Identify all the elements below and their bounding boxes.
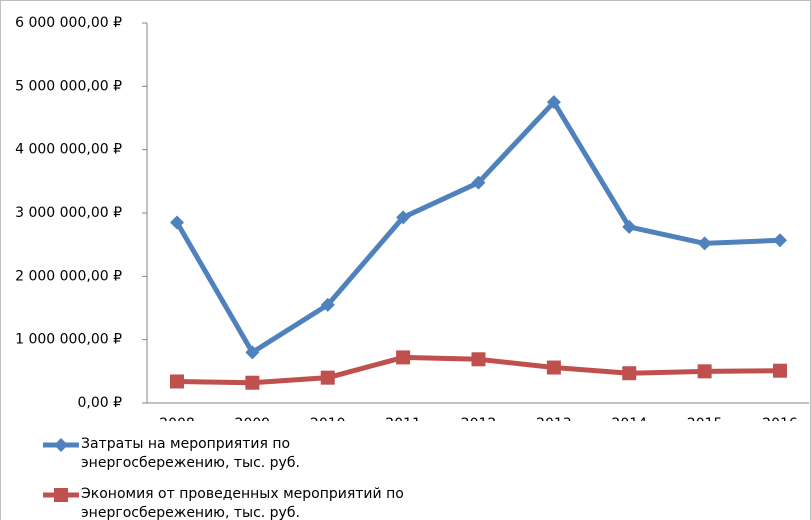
x-tick-label: 2009 bbox=[235, 416, 271, 421]
x-tick-label: 2013 bbox=[536, 416, 572, 421]
marker-diamond bbox=[245, 345, 260, 360]
marker-square bbox=[622, 366, 637, 381]
x-tick-label: 2011 bbox=[385, 416, 421, 421]
marker-square bbox=[396, 350, 411, 365]
x-tick-label: 2012 bbox=[461, 416, 497, 421]
legend-label: Затраты на мероприятия по энергосбережен… bbox=[81, 436, 300, 471]
marker-diamond bbox=[396, 210, 411, 225]
marker-square bbox=[245, 375, 260, 390]
legend-item: Затраты на мероприятия по энергосбережен… bbox=[41, 435, 411, 473]
y-tick-label: 3 000 000,00 ₽ bbox=[15, 205, 122, 221]
y-tick-label: 2 000 000,00 ₽ bbox=[15, 268, 122, 284]
x-tick-label: 2008 bbox=[159, 416, 195, 421]
marker-square bbox=[54, 488, 68, 502]
marker-square bbox=[773, 363, 787, 378]
x-tick-label: 2015 bbox=[687, 416, 723, 421]
marker-diamond bbox=[546, 95, 561, 110]
legend-icon bbox=[43, 438, 79, 452]
marker-diamond bbox=[773, 233, 787, 248]
marker-diamond bbox=[471, 175, 486, 190]
marker-square bbox=[697, 364, 712, 379]
legend-item: Экономия от проведенных мероприятий по э… bbox=[41, 485, 411, 520]
marker-square bbox=[170, 374, 184, 389]
x-tick-label: 2010 bbox=[310, 416, 346, 421]
marker-square bbox=[471, 352, 486, 367]
legend-label: Экономия от проведенных мероприятий по э… bbox=[81, 486, 404, 520]
marker-diamond bbox=[697, 236, 712, 251]
y-tick-label: 5 000 000,00 ₽ bbox=[15, 78, 122, 94]
chart: 0,00 ₽ 1 000 000,00 ₽ 2 000 000,00 ₽ 3 000 … bbox=[15, 15, 809, 421]
marker-diamond bbox=[622, 219, 637, 234]
x-tick-label: 2016 bbox=[762, 416, 798, 421]
y-tick-label: 4 000 000,00 ₽ bbox=[15, 142, 122, 158]
marker-square bbox=[546, 360, 561, 375]
y-tick-label: 0,00 ₽ bbox=[77, 395, 122, 411]
x-tick-label: 2014 bbox=[611, 416, 647, 421]
marker-diamond bbox=[320, 297, 335, 312]
marker-square bbox=[320, 370, 335, 385]
marker-diamond bbox=[54, 438, 68, 452]
series-line bbox=[174, 99, 781, 355]
y-tick-label: 1 000 000,00 ₽ bbox=[15, 332, 122, 348]
y-tick-label: 6 000 000,00 ₽ bbox=[15, 15, 122, 31]
legend-icon bbox=[43, 488, 79, 502]
marker-diamond bbox=[170, 215, 184, 230]
